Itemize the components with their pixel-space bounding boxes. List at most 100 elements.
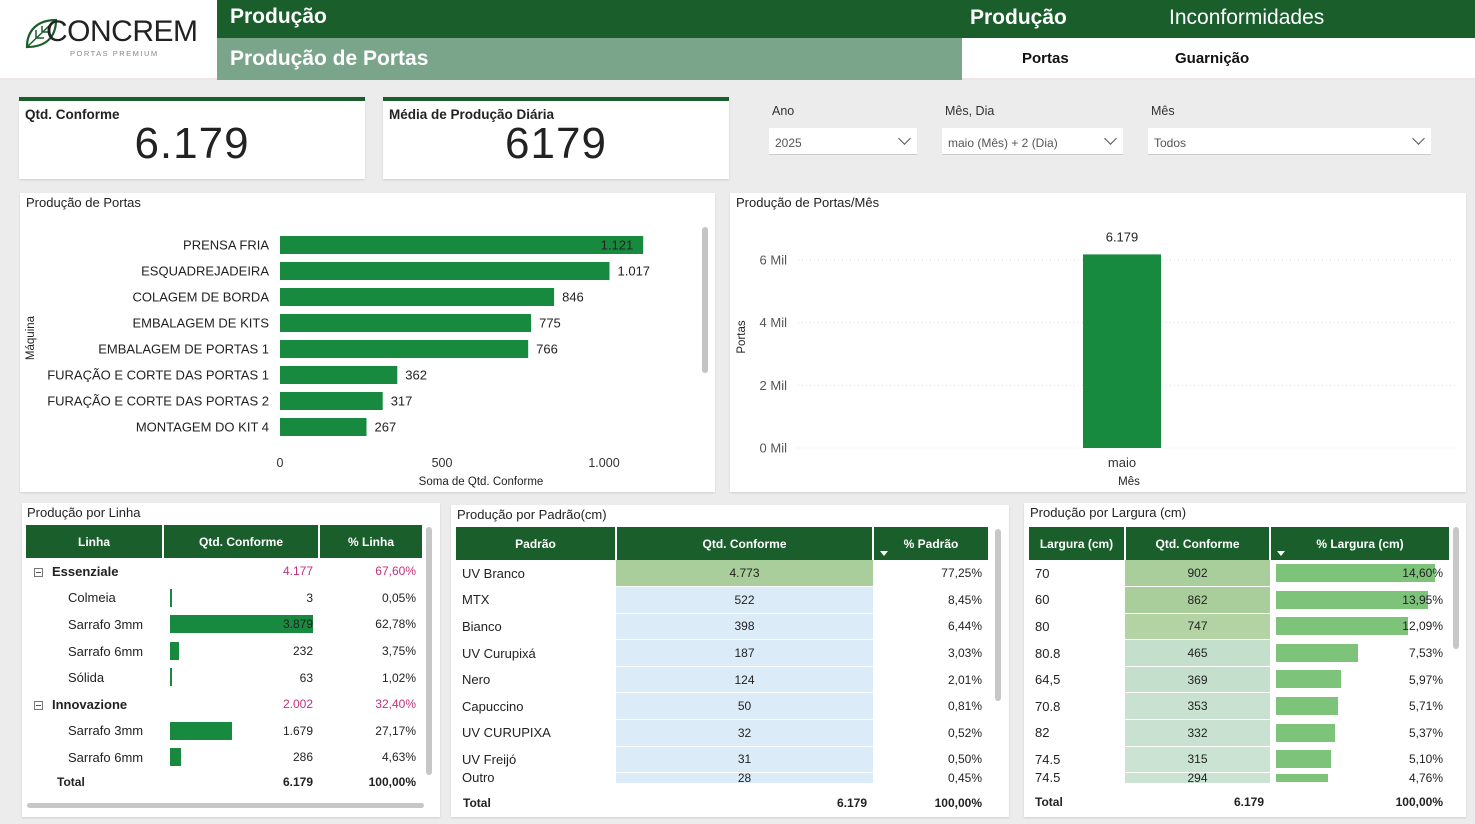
table-row[interactable]: Capuccino 50 0,81% — [456, 692, 988, 721]
table-row[interactable]: UV CURUPIXA 32 0,52% — [456, 719, 988, 747]
data-bar — [1276, 643, 1359, 662]
table-linha: Linha Qtd. Conforme % Linha Essenziale 4.… — [26, 525, 422, 793]
cell-qty: 2.002 — [282, 697, 313, 712]
data-label: 1.017 — [618, 264, 651, 279]
filter-mesdia-value: maio (Mês) + 2 (Dia) — [948, 136, 1058, 150]
row-label: Sarrafo 3mm — [68, 616, 144, 632]
table-row[interactable]: MTX 522 8,45% — [456, 586, 988, 614]
table-card-linha: Produção por Linha Linha Qtd. Conforme %… — [22, 503, 440, 817]
table-row[interactable]: Sarrafo 6mm 286 4,63% — [26, 744, 422, 771]
table-row[interactable]: 70 902 14,60% — [1029, 560, 1449, 588]
row-label: 80 — [1035, 618, 1050, 634]
collapse-icon[interactable] — [34, 567, 43, 577]
header-bar: Produção Produção Inconformidades — [217, 0, 1475, 38]
filter-ano-dropdown[interactable]: 2025 — [769, 128, 917, 155]
col-header-linha[interactable]: Linha — [26, 525, 164, 558]
table-row[interactable]: 74.5 315 5,10% — [1029, 746, 1449, 774]
data-bar — [1276, 773, 1328, 782]
col-header-qtd[interactable]: Qtd. Conforme — [163, 525, 320, 558]
nav-producao[interactable]: Produção — [970, 6, 1067, 29]
table-row[interactable]: Nero 124 2,01% — [456, 666, 988, 694]
table-scrollbar-h[interactable] — [27, 803, 424, 808]
table-row[interactable]: UV Freijó 31 0,50% — [456, 746, 988, 774]
data-bar — [1276, 564, 1435, 582]
col-header-qtd[interactable]: Qtd. Conforme — [616, 527, 874, 560]
filter-mesdia-label: Mês, Dia — [945, 104, 995, 118]
table-row[interactable]: 82 332 5,37% — [1029, 719, 1449, 747]
cell-qty: 286 — [163, 744, 319, 771]
filter-mes-dropdown[interactable]: Todos — [1148, 128, 1431, 155]
table-largura: Largura (cm) Qtd. Conforme % Largura (cm… — [1029, 527, 1449, 785]
bar[interactable] — [280, 314, 532, 332]
x-tick-label: 0 — [277, 456, 284, 470]
table-scrollbar-v[interactable] — [426, 527, 432, 775]
bar[interactable] — [280, 392, 383, 410]
cell-pct: 7,53% — [1270, 640, 1449, 667]
table-title: Produção por Linha — [27, 505, 141, 520]
table-row[interactable]: Sarrafo 3mm 3.879 62,78% — [26, 611, 422, 638]
table-row[interactable]: Outro 28 0,45% — [456, 772, 988, 785]
kpi-label: Qtd. Conforme — [25, 107, 120, 122]
section-title: Produção — [230, 5, 327, 28]
col-header-pct[interactable]: % Largura (cm) — [1270, 527, 1449, 560]
table-row[interactable]: 64,5 369 5,97% — [1029, 666, 1449, 694]
filter-mes-value: Todos — [1154, 136, 1187, 150]
data-bar — [170, 615, 313, 634]
table-row[interactable]: Sarrafo 6mm 232 3,75% — [26, 638, 422, 665]
table-row[interactable]: Colmeia 3 0,05% — [26, 585, 422, 612]
nav-inconformidades[interactable]: Inconformidades — [1169, 6, 1325, 29]
brand-tagline: PORTAS PREMIUM — [70, 49, 159, 58]
row-label: UV CURUPIXA — [462, 725, 551, 741]
filter-mesdia-dropdown[interactable]: maio (Mês) + 2 (Dia) — [942, 128, 1123, 155]
tab-guarnicao[interactable]: Guarnição — [1175, 50, 1250, 67]
kpi-value: 6.179 — [134, 119, 250, 168]
y-tick-label: 4 Mil — [760, 315, 788, 330]
cell-pct: 62,78% — [375, 617, 416, 632]
table-row[interactable]: 80.8 465 7,53% — [1029, 639, 1449, 667]
table-row[interactable]: UV Branco 4.773 77,25% — [456, 560, 988, 588]
cell-qty: 294 — [1125, 772, 1270, 785]
bar[interactable] — [280, 262, 610, 280]
table-title: Produção por Largura (cm) — [1030, 505, 1187, 520]
table-row[interactable]: 74.5 294 4,76% — [1029, 772, 1449, 785]
table-row[interactable]: 60 862 13,95% — [1029, 586, 1449, 614]
tab-portas[interactable]: Portas — [1022, 50, 1069, 67]
cell-pct: 77,25% — [941, 566, 982, 581]
table-total-row: Total 6.179 100,00% — [57, 774, 416, 789]
col-header-largura[interactable]: Largura (cm) — [1029, 527, 1126, 560]
cell-qty: 4.773 — [616, 560, 873, 588]
table-row[interactable]: 70.8 353 5,71% — [1029, 692, 1449, 721]
table-row[interactable]: Essenziale 4.177 67,60% — [26, 558, 422, 585]
col-header-padrao[interactable]: Padrão — [456, 527, 617, 560]
data-bar — [1276, 670, 1342, 689]
table-row[interactable]: 80 747 12,09% — [1029, 613, 1449, 641]
table-scrollbar-v[interactable] — [1453, 527, 1459, 649]
cell-qty: 3 — [163, 585, 319, 612]
bar[interactable] — [280, 366, 398, 384]
cell-qty: 4.177 — [282, 564, 313, 579]
table-row[interactable]: Innovazione 2.002 32,40% — [26, 691, 422, 718]
cell-pct: 3,75% — [381, 644, 416, 659]
table-scrollbar-v[interactable] — [995, 529, 1001, 701]
kpi-label: Média de Produção Diária — [389, 107, 555, 122]
cell-pct: 0,50% — [947, 752, 982, 767]
table-row[interactable]: UV Curupixá 187 3,03% — [456, 639, 988, 667]
col-header-pct[interactable]: % Padrão — [873, 527, 988, 560]
bar[interactable] — [280, 288, 555, 306]
table-row[interactable]: Bianco 398 6,44% — [456, 613, 988, 641]
bar[interactable] — [1083, 254, 1161, 448]
col-header-pct[interactable]: % Linha — [319, 525, 422, 558]
bar[interactable] — [280, 340, 529, 358]
chart-scrollbar[interactable] — [702, 227, 708, 373]
cell-qty: 747 — [1125, 613, 1270, 641]
cell-qty: 398 — [616, 613, 873, 641]
col-header-qtd[interactable]: Qtd. Conforme — [1125, 527, 1271, 560]
table-row[interactable]: Sarrafo 3mm 1.679 27,17% — [26, 718, 422, 745]
table-row[interactable]: Sólida 63 1,02% — [26, 664, 422, 691]
collapse-icon[interactable] — [34, 700, 43, 710]
cell-qty: 862 — [1125, 586, 1270, 614]
bar[interactable] — [280, 418, 367, 436]
row-label: Sarrafo 3mm — [68, 723, 144, 739]
cell-qty: 315 — [1125, 746, 1270, 774]
bar[interactable] — [280, 236, 644, 254]
